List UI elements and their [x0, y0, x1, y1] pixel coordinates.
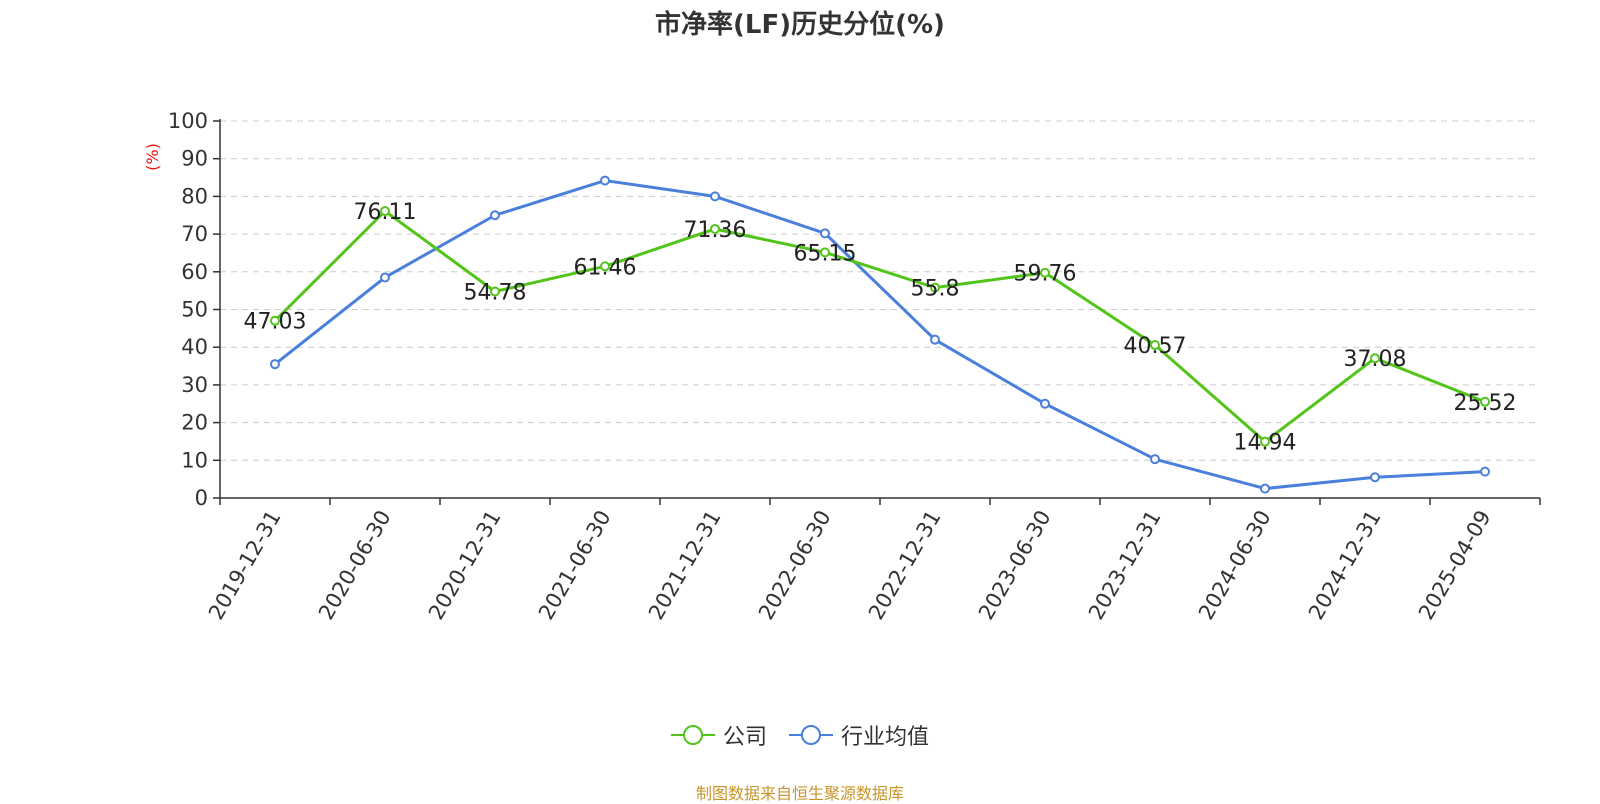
legend-company-label: 公司 [722, 725, 767, 750]
data-label: 37.08 [1344, 347, 1407, 372]
series-1-point [1480, 466, 1490, 477]
x-tick-label: 2021-12-31 [644, 506, 726, 624]
y-tick-label: 60 [181, 260, 208, 284]
series-line-0 [273, 209, 1486, 444]
series-0-point [1150, 340, 1160, 351]
chart-title: 市净率(LF)历史分位(%) [655, 10, 945, 40]
data-label: 40.57 [1124, 334, 1187, 359]
grid-lines [220, 120, 1540, 461]
legend-item-industry-average[interactable]: 行业均值 [789, 719, 929, 751]
series-0-point [820, 247, 830, 258]
series-0-point [1480, 396, 1490, 407]
y-tick-label: 100 [168, 109, 208, 133]
legend-industry-swatch-icon [789, 723, 833, 747]
series-1-point [1260, 483, 1270, 494]
x-tick-label: 2020-06-30 [314, 506, 396, 624]
series-1-point [930, 334, 940, 345]
series-1-point [490, 210, 500, 221]
x-tick-label: 2022-06-30 [754, 506, 836, 624]
series-1-point [710, 191, 720, 202]
x-tick-label: 2024-06-30 [1194, 506, 1276, 624]
series-1-point [600, 175, 610, 186]
data-label: 59.76 [1014, 262, 1077, 287]
series-0-point [380, 206, 390, 217]
x-tick-label: 2020-12-31 [424, 506, 506, 624]
data-label: 55.8 [911, 277, 960, 302]
data-labels: 47.03 76.11 54.78 61.46 71.36 65.15 55.8 59.76 4… [244, 200, 1517, 456]
x-tick-label: 2023-06-30 [974, 506, 1056, 624]
y-tick-label: 40 [181, 335, 208, 359]
source-note: 制图数据来自恒生聚源数据库 [695, 784, 904, 803]
series-0-point [930, 282, 940, 293]
y-tick-label: 90 [181, 147, 208, 171]
x-tick-label: 2025-04-09 [1414, 506, 1496, 624]
data-label: 25.52 [1454, 391, 1517, 416]
y-tick-label: 10 [181, 448, 208, 472]
y-tick-label: 70 [181, 222, 208, 246]
y-tick-label: 0 [195, 486, 208, 510]
series-0-point [1260, 436, 1270, 447]
legend-industry-label: 行业均值 [841, 725, 930, 750]
x-tick-label: 2024-12-31 [1304, 506, 1386, 624]
data-label: 47.03 [244, 310, 307, 335]
legend-company-swatch-icon [670, 723, 715, 747]
series-1-point [270, 359, 280, 370]
y-tick-label: 20 [181, 411, 208, 435]
series-0-point [1040, 267, 1050, 278]
data-label: 14.94 [1234, 431, 1297, 456]
data-label: 61.46 [574, 255, 637, 280]
series-1-point [1040, 398, 1050, 409]
series-0-point [1370, 353, 1380, 364]
series-lines [270, 175, 1490, 494]
series-1-point [820, 228, 830, 239]
series-1-point [1150, 454, 1160, 465]
data-label: 65.15 [794, 241, 857, 266]
data-label: 76.11 [354, 200, 417, 225]
data-label: 54.78 [464, 280, 527, 305]
y-tick-label: 80 [181, 184, 208, 208]
data-label: 71.36 [684, 218, 747, 243]
series-1-point [380, 272, 390, 283]
legend-item-company[interactable]: 公司 [670, 719, 767, 751]
x-tick-label: 2022-12-31 [864, 506, 946, 624]
x-tick-label: 2023-12-31 [1084, 506, 1166, 624]
series-0-point [600, 261, 610, 272]
y-tick-label: 30 [181, 373, 208, 397]
series-1-point [1370, 472, 1380, 483]
x-tick-label: 2021-06-30 [534, 506, 616, 624]
series-0-point [270, 315, 280, 326]
series-line-1 [274, 179, 1486, 491]
series-0-point [710, 223, 720, 234]
legend: 公司 行业均值 [0, 720, 1600, 750]
series-0-point [490, 286, 500, 297]
x-tick-label: 2019-12-31 [204, 506, 286, 624]
y-tick-label: 50 [181, 298, 208, 322]
y-axis-unit-label: (%) [143, 143, 162, 171]
axes: 0 10 20 30 40 50 60 70 80 90 100 2019-12-31 2020-06-… [168, 109, 1541, 624]
